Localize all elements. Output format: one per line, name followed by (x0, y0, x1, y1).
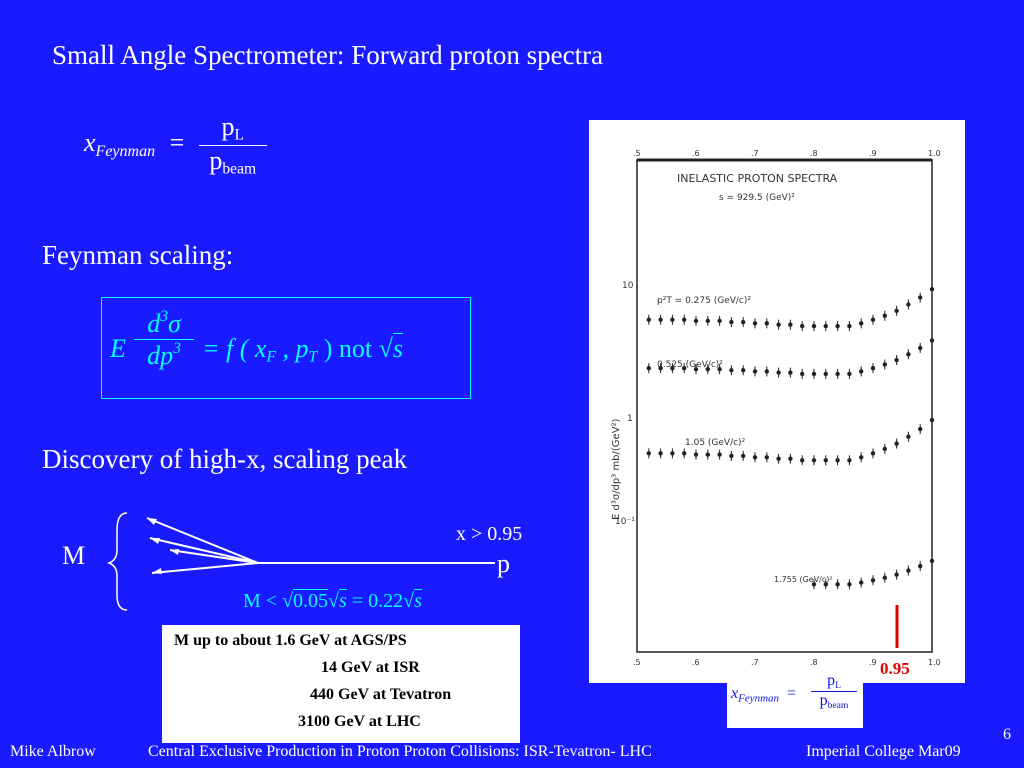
x-symbol: x (84, 128, 96, 158)
ytick-10: 10 (622, 281, 634, 291)
curve-label-1: p²T = 0.275 (GeV/c)² (657, 296, 751, 306)
small-x-symbol: x (731, 685, 739, 702)
footer-venue: Imperial College Mar09 (806, 743, 961, 760)
ytick-1: 1 (627, 414, 633, 424)
curve-label-4: 1.755 (GeV/c)² (774, 575, 833, 584)
bottom-tick-label: .5 (633, 658, 641, 667)
not-text: ) not (323, 334, 373, 363)
denominator-p: p (209, 145, 223, 175)
mass-reach-notes: M up to about 1.6 GeV at AGS/PS 14 GeV a… (162, 625, 520, 743)
top-tick-label: .8 (810, 149, 818, 158)
pT-symbol: , p (282, 334, 309, 363)
m-label: M (62, 541, 86, 570)
particle-line-1 (146, 517, 259, 564)
m-brace (106, 512, 128, 611)
arrowhead-4 (152, 568, 162, 574)
arrowhead-2 (150, 538, 160, 544)
proton-spectra-figure: .5 .6 .7 .8 .9 1.0 .5 .6 .7 .8 .9 1.0 INELASTIC PR… (589, 120, 965, 683)
note-line-3: 440 GeV at Tevatron (310, 686, 452, 703)
feynman-definition: xFeynman = pL pbeam (84, 112, 267, 178)
numerator-p: p (221, 112, 235, 141)
small-equals: = (787, 685, 797, 702)
marker-value: 0.95 (880, 659, 910, 678)
mass-eq: = 0.22 (351, 590, 404, 612)
arrowhead-3 (170, 549, 179, 555)
small-den-sub: beam (827, 699, 849, 711)
arrowhead-1 (147, 518, 157, 525)
decay-diagram (106, 512, 495, 611)
energy-symbol: E (110, 334, 126, 363)
discovery-heading: Discovery of high-x, scaling peak (42, 444, 408, 474)
dp-exponent: 3 (173, 339, 181, 357)
particle-line-3 (169, 549, 259, 564)
dp-symbol: dp (147, 340, 174, 370)
spectra-plot: .5 .6 .7 .8 .9 1.0 .5 .6 .7 .8 .9 1.0 INELASTIC PR… (611, 149, 941, 667)
xF-sub: F (266, 348, 276, 366)
slide-title: Small Angle Spectrometer: Forward proton… (52, 40, 604, 70)
mass-sqrt1: 0.05 (293, 589, 329, 612)
x-subscript: Feynman (95, 142, 156, 160)
page-number: 6 (1003, 726, 1011, 743)
cross-section-derivative: d3σ dp3 (134, 308, 194, 371)
d-symbol: d (147, 308, 161, 338)
mass-s2: s (414, 589, 422, 612)
x-condition: x > 0.95 (456, 523, 523, 545)
small-num: p (827, 672, 836, 689)
top-tick-label: .7 (751, 149, 759, 158)
d-exponent: 3 (160, 308, 168, 325)
momentum-fraction: pL pbeam (198, 112, 267, 178)
numerator-sub: L (234, 126, 245, 144)
scaling-equation-box: E d3σ dp3 = f ( xF , pT ) not √s (101, 297, 471, 399)
scaling-heading: Feynman scaling: (42, 240, 234, 270)
sqrt-symbol: √ (378, 334, 393, 363)
bottom-tick-label: .7 (751, 658, 759, 667)
top-tick-label: .6 (692, 149, 700, 158)
scaling-rhs: = f ( x (202, 334, 267, 363)
curve-label-2: 0.525 (GeV/c)² (657, 360, 723, 370)
note-line-4: 3100 GeV at LHC (298, 713, 421, 730)
ytick-0.1: 10⁻¹ (615, 517, 635, 527)
figure-ylabel: E d³σ/dp³ mb/(GeV²) (611, 418, 622, 520)
equals-sign: = (169, 128, 185, 158)
note-line-1: M up to about 1.6 GeV at AGS/PS (174, 632, 407, 649)
bottom-tick-label: .9 (869, 658, 877, 667)
figure-header-1: INELASTIC PROTON SPECTRA (677, 172, 838, 185)
footer-author: Mike Albrow (10, 743, 96, 760)
footer-talk: Central Exclusive Production in Proton P… (148, 743, 652, 760)
note-line-2: 14 GeV at ISR (321, 659, 420, 676)
p-label: p (497, 549, 510, 578)
mass-prefix: M < (243, 590, 278, 612)
top-tick-label: 1.0 (928, 149, 941, 158)
mass-relation: M < √0.05√s = 0.22√s (243, 589, 422, 612)
small-x-sub: Feynman (738, 692, 780, 705)
particle-line-2 (149, 537, 259, 564)
small-den: p (819, 691, 828, 709)
sqrt-s: s (392, 333, 403, 363)
bottom-tick-label: 1.0 (928, 658, 941, 667)
bottom-tick-label: .8 (810, 658, 818, 667)
top-tick-label: .9 (869, 149, 877, 158)
sigma-symbol: σ (167, 308, 181, 338)
pT-sub: T (308, 348, 318, 366)
small-num-sub: L (835, 679, 841, 691)
denominator-sub: beam (222, 160, 257, 178)
bottom-tick-label: .6 (692, 658, 700, 667)
small-fraction: pL pbeam (811, 672, 857, 711)
curve-label-3: 1.05 (GeV/c)² (685, 438, 746, 448)
figure-header-2: s = 929.5 (GeV)² (719, 193, 795, 203)
feynman-definition-small: xFeynman = pL pbeam (727, 672, 863, 728)
particle-line-4 (151, 562, 259, 574)
top-tick-label: .5 (633, 149, 641, 158)
mass-s1: s (339, 589, 347, 612)
